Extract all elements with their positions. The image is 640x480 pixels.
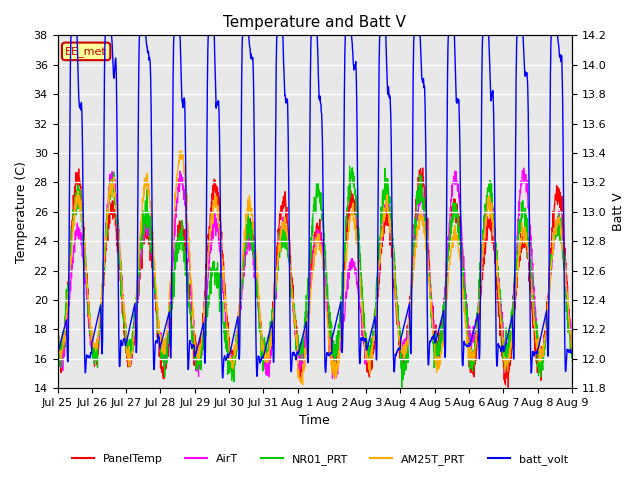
- NR01_PRT: [568, 358, 576, 363]
- Line: PanelTemp: PanelTemp: [58, 168, 572, 388]
- AirT: [197, 355, 205, 361]
- AM25T_PRT: [568, 346, 576, 352]
- Y-axis label: Batt V: Batt V: [612, 192, 625, 231]
- batt_volt: [537, 333, 545, 338]
- batt_volt: [330, 331, 337, 336]
- Title: Temperature and Batt V: Temperature and Batt V: [223, 15, 406, 30]
- batt_volt: [568, 350, 576, 356]
- PanelTemp: [340, 264, 348, 269]
- batt_volt: [219, 375, 227, 381]
- NR01_PRT: [346, 163, 353, 169]
- NR01_PRT: [398, 385, 406, 391]
- Line: AM25T_PRT: AM25T_PRT: [58, 151, 572, 385]
- AirT: [330, 369, 337, 374]
- batt_volt: [54, 350, 61, 356]
- batt_volt: [513, 33, 521, 38]
- AirT: [568, 341, 576, 347]
- AM25T_PRT: [54, 335, 61, 340]
- PanelTemp: [568, 348, 576, 354]
- NR01_PRT: [197, 346, 205, 352]
- Line: NR01_PRT: NR01_PRT: [58, 166, 572, 388]
- NR01_PRT: [523, 231, 531, 237]
- PanelTemp: [54, 349, 61, 355]
- PanelTemp: [537, 362, 545, 368]
- PanelTemp: [464, 330, 472, 336]
- PanelTemp: [197, 331, 205, 337]
- AirT: [537, 351, 545, 357]
- AirT: [464, 320, 472, 326]
- NR01_PRT: [54, 329, 61, 335]
- AirT: [520, 165, 527, 171]
- AM25T_PRT: [178, 148, 186, 154]
- PanelTemp: [419, 165, 427, 171]
- Line: batt_volt: batt_volt: [58, 36, 572, 378]
- batt_volt: [340, 70, 348, 75]
- AM25T_PRT: [523, 240, 531, 246]
- NR01_PRT: [330, 339, 337, 345]
- AirT: [328, 376, 336, 382]
- batt_volt: [523, 70, 531, 75]
- PanelTemp: [504, 385, 512, 391]
- Text: EE_met: EE_met: [65, 46, 107, 57]
- AirT: [523, 186, 531, 192]
- Legend: PanelTemp, AirT, NR01_PRT, AM25T_PRT, batt_volt: PanelTemp, AirT, NR01_PRT, AM25T_PRT, ba…: [68, 450, 572, 469]
- PanelTemp: [330, 360, 337, 366]
- AM25T_PRT: [330, 373, 337, 379]
- AirT: [54, 357, 61, 362]
- NR01_PRT: [537, 359, 545, 364]
- NR01_PRT: [340, 238, 348, 244]
- X-axis label: Time: Time: [300, 414, 330, 427]
- AM25T_PRT: [299, 382, 307, 388]
- Line: AirT: AirT: [58, 168, 572, 379]
- AM25T_PRT: [465, 357, 472, 362]
- batt_volt: [464, 343, 472, 349]
- AM25T_PRT: [537, 354, 545, 360]
- batt_volt: [197, 331, 205, 336]
- Y-axis label: Temperature (C): Temperature (C): [15, 161, 28, 263]
- NR01_PRT: [465, 338, 472, 344]
- PanelTemp: [523, 247, 531, 253]
- AM25T_PRT: [341, 274, 349, 279]
- AM25T_PRT: [197, 343, 205, 348]
- AirT: [340, 315, 348, 321]
